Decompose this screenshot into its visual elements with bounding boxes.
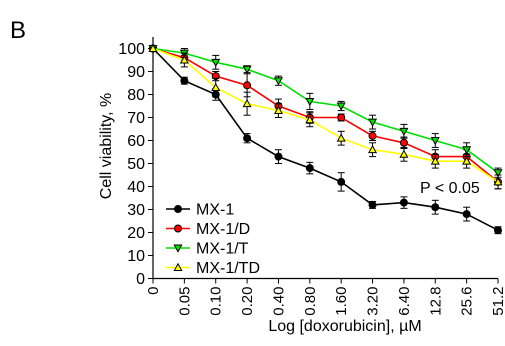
legend-marker — [173, 244, 183, 253]
data-point — [493, 169, 503, 178]
data-point — [243, 134, 252, 143]
data-point — [180, 76, 189, 85]
series-line — [152, 47, 499, 183]
data-point — [368, 118, 378, 127]
x-tick-label: 0.20 — [239, 287, 256, 316]
data-point — [399, 198, 408, 207]
legend-label: MX-1/T — [196, 241, 249, 258]
data-point — [336, 102, 346, 111]
data-point — [243, 81, 252, 90]
p-value-annotation: P < 0.05 — [420, 180, 480, 197]
series-line — [152, 47, 499, 183]
y-tick-label: 40 — [127, 179, 145, 196]
y-tick-label: 60 — [127, 133, 145, 150]
data-point — [399, 138, 408, 147]
axes: 0 10 20 30 40 50 60 70 80 90 100 0 0.05 0.10 0.20 0.40 0… — [118, 37, 505, 316]
data-point — [242, 98, 252, 108]
series-line — [152, 47, 499, 174]
data-point — [242, 65, 252, 74]
x-tick-label: 0 — [145, 287, 162, 295]
y-tick-label: 50 — [127, 156, 145, 173]
data-point — [273, 77, 283, 86]
data-point — [368, 144, 378, 154]
legend-label: MX-1/TD — [196, 260, 260, 277]
data-point — [211, 82, 221, 92]
y-tick-label: 100 — [118, 41, 145, 58]
data-point — [399, 149, 409, 158]
y-tick-label: 70 — [127, 110, 145, 127]
legend: MX-1 MX-1/D MX-1/T MX-1/TD — [166, 202, 260, 277]
y-tick-label: 10 — [127, 248, 145, 265]
series-MX-1/D — [149, 44, 502, 190]
data-point — [274, 152, 283, 161]
data-point — [431, 203, 440, 212]
data-point — [211, 58, 221, 68]
x-axis-title: Log [doxorubicin], µM — [268, 318, 421, 335]
x-tick-label: 12.8 — [427, 287, 444, 316]
series-line — [152, 47, 499, 231]
y-axis-title: Cell viability, % — [98, 93, 115, 199]
series-MX-1/T — [148, 45, 503, 178]
legend-marker — [174, 224, 182, 233]
y-tick-label: 20 — [127, 225, 145, 242]
data-point — [273, 105, 283, 115]
x-tick-label: 6.40 — [396, 287, 413, 316]
data-point — [368, 200, 377, 209]
data-point — [430, 137, 440, 146]
y-tick-label: 80 — [127, 87, 145, 104]
y-tick-label: 0 — [136, 271, 145, 288]
data-point — [368, 131, 377, 140]
x-tick-label: 0.10 — [208, 287, 225, 316]
data-point — [493, 177, 503, 186]
y-tick-label: 30 — [127, 202, 145, 219]
x-tick-label: 0.05 — [176, 287, 193, 316]
data-point — [462, 210, 471, 219]
y-tick-label: 90 — [127, 64, 145, 81]
legend-marker — [174, 205, 182, 213]
x-tick-label: 51.2 — [490, 287, 505, 316]
legend-marker — [173, 262, 183, 271]
x-tick-label: 0.40 — [270, 287, 287, 316]
x-tick-label: 0.80 — [302, 287, 319, 316]
data-point — [399, 127, 409, 137]
data-point — [305, 97, 315, 107]
data-point — [462, 156, 472, 165]
data-point — [430, 156, 440, 165]
x-tick-label: 3.20 — [365, 287, 382, 316]
data-point — [336, 133, 346, 142]
series-layer — [148, 43, 503, 235]
data-point — [494, 226, 502, 235]
data-point — [337, 177, 346, 186]
data-point — [305, 164, 314, 173]
x-tick-label: 1.60 — [333, 287, 350, 316]
panel-label: B — [10, 17, 26, 44]
legend-label: MX-1 — [196, 202, 234, 219]
series-MX-1/TD — [148, 43, 503, 190]
data-point — [305, 115, 315, 124]
x-tick-label: 25.6 — [459, 287, 476, 316]
data-point — [337, 113, 346, 122]
data-point — [462, 146, 472, 155]
data-point — [148, 43, 158, 52]
legend-label: MX-1/D — [196, 221, 250, 238]
data-point — [179, 55, 189, 64]
